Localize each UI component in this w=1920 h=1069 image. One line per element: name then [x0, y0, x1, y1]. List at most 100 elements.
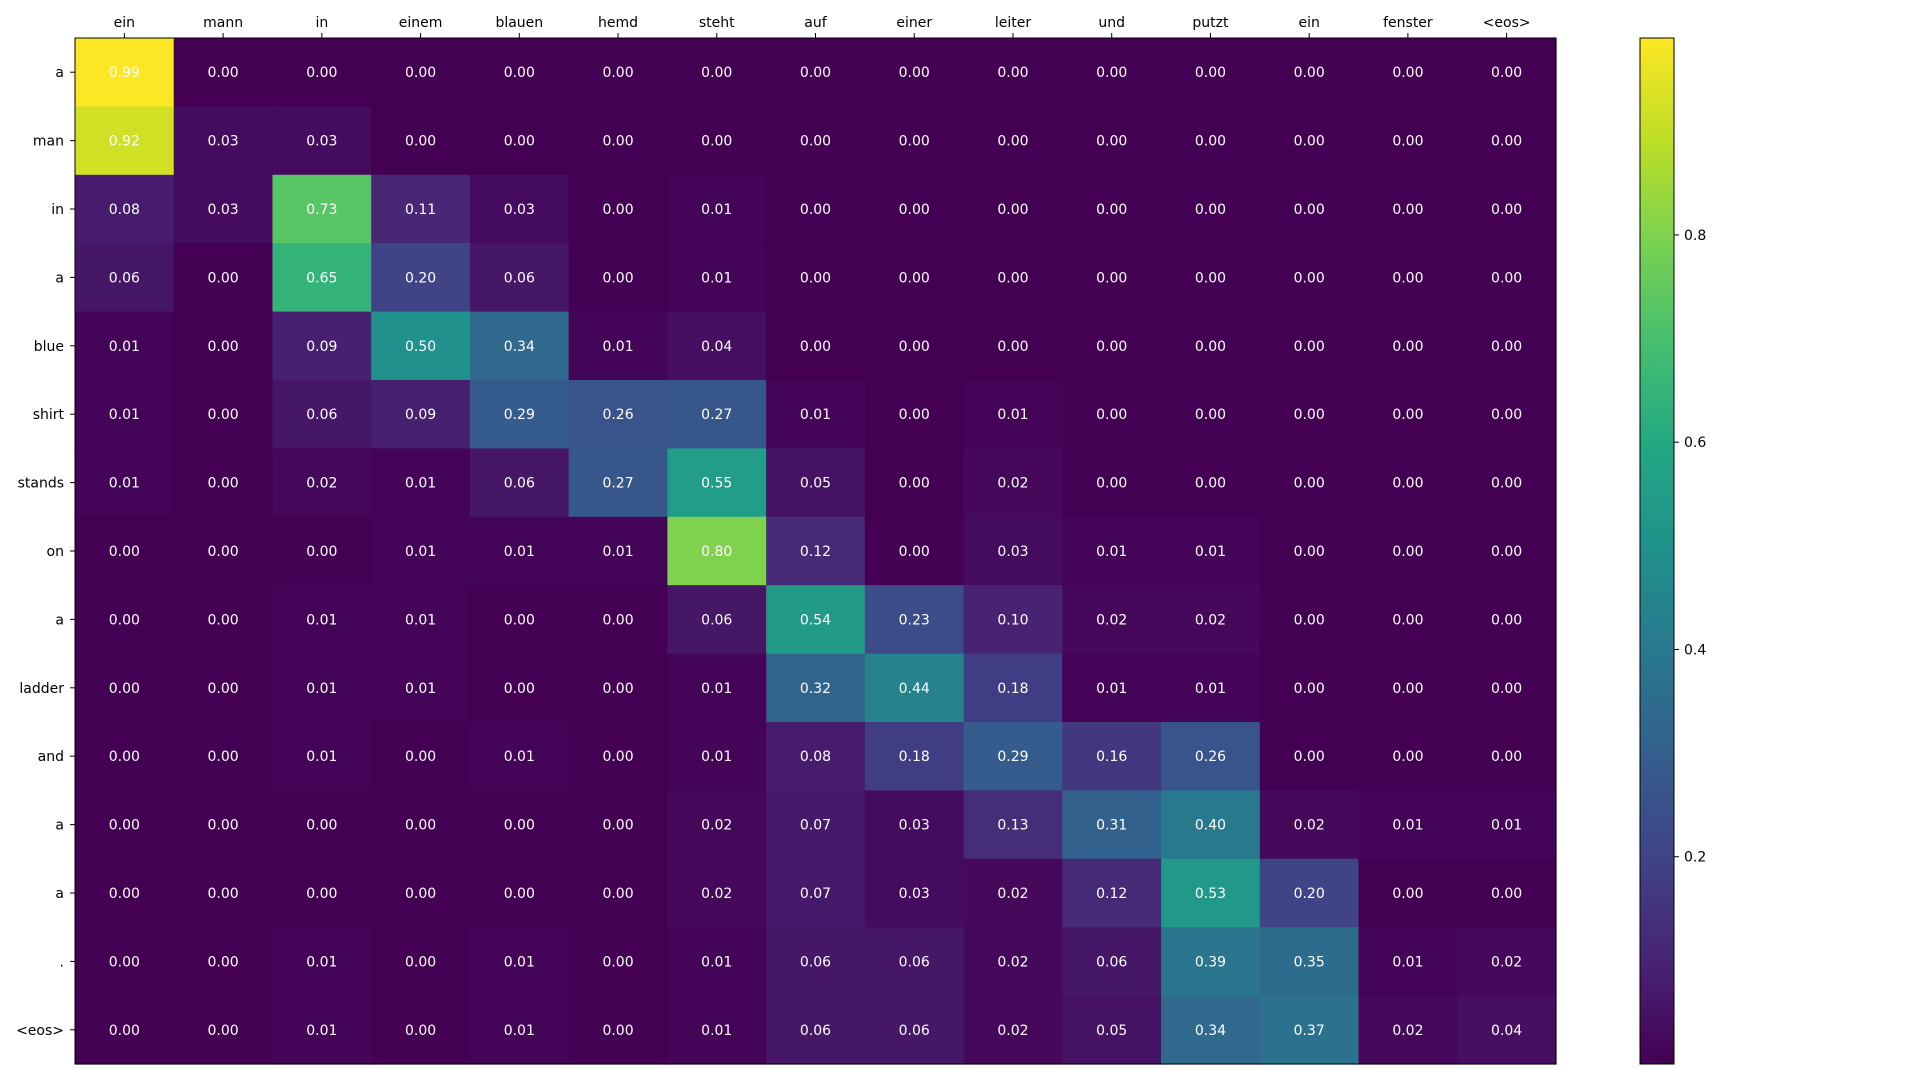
heatmap-cell [568, 722, 668, 791]
heatmap-cell [371, 858, 471, 928]
y-tick-label: a [55, 270, 64, 286]
heatmap-cell [963, 995, 1063, 1065]
x-tick-label: einem [399, 15, 443, 31]
heatmap-cell [568, 790, 668, 860]
heatmap-cell [864, 995, 965, 1065]
cell-value-label: 0.03 [504, 202, 535, 218]
cell-value-label: 0.00 [1491, 886, 1522, 902]
heatmap-cell [469, 38, 570, 107]
heatmap-cell [864, 243, 965, 313]
cell-value-label: 0.06 [504, 270, 535, 286]
heatmap-cell [371, 106, 471, 176]
x-tick-label: hemd [598, 15, 638, 31]
heatmap-cell [1062, 722, 1162, 791]
cell-value-label: 0.00 [405, 1023, 436, 1039]
cell-value-label: 0.00 [1392, 886, 1423, 902]
cell-value-label: 0.01 [1195, 681, 1226, 697]
heatmap-cell [173, 311, 274, 381]
heatmap-cell [1457, 174, 1557, 244]
cell-value-label: 0.00 [405, 954, 436, 970]
heatmap-cell [568, 927, 668, 997]
heatmap-cell [1062, 380, 1162, 449]
cell-value-label: 0.00 [899, 270, 930, 286]
y-tick-label: stands [18, 476, 64, 492]
heatmap-cell [1358, 995, 1458, 1065]
y-tick-label: . [60, 954, 64, 970]
cell-value-label: 0.00 [1491, 339, 1522, 355]
cell-value-label: 0.00 [1392, 407, 1423, 423]
heatmap-cell [1259, 722, 1360, 791]
heatmap-cell [272, 995, 372, 1065]
cell-value-label: 0.00 [1392, 612, 1423, 628]
cell-value-label: 0.01 [997, 407, 1028, 423]
heatmap-cell [1457, 653, 1557, 723]
heatmap-cell [766, 722, 866, 791]
heatmap-cell [1161, 516, 1261, 586]
cell-value-label: 0.44 [899, 681, 930, 697]
heatmap-cell [1457, 927, 1557, 997]
cell-value-label: 0.00 [504, 134, 535, 150]
heatmap-cell [1062, 448, 1162, 518]
cell-value-label: 0.00 [1294, 65, 1325, 81]
cell-value-label: 0.35 [1294, 954, 1325, 970]
cell-value-label: 0.99 [109, 65, 140, 81]
heatmap-cell [766, 448, 866, 518]
cell-value-label: 0.08 [800, 749, 831, 765]
y-tick-label: and [38, 749, 64, 765]
heatmap-cell [469, 722, 570, 791]
heatmap-cell [173, 858, 274, 928]
cell-value-label: 0.00 [1392, 476, 1423, 492]
heatmap-cell [1259, 38, 1360, 107]
heatmap-cell [1161, 995, 1261, 1065]
heatmap-cell [1062, 106, 1162, 176]
heatmap-cell [371, 722, 471, 791]
cell-value-label: 0.03 [899, 818, 930, 834]
heatmap-cell [568, 448, 668, 518]
heatmap-cell [1457, 380, 1557, 449]
heatmap-cell [469, 106, 570, 176]
cell-value-label: 0.00 [602, 818, 633, 834]
cell-value-label: 0.02 [997, 886, 1028, 902]
heatmap-cell [1358, 243, 1458, 313]
heatmap-cell [667, 38, 767, 107]
y-axis-ticks: a man in a blue shirt stands on a ladder and a a. <eo… [16, 65, 75, 1039]
cell-value-label: 0.02 [1491, 954, 1522, 970]
heatmap-cell [1358, 516, 1458, 586]
heatmap-cell [864, 311, 965, 381]
heatmap-cell [1062, 38, 1162, 107]
heatmap-cell [568, 516, 668, 586]
heatmap-cell [1161, 927, 1261, 997]
cell-value-label: 0.01 [701, 749, 732, 765]
heatmap-cell [469, 653, 570, 723]
cell-value-label: 0.00 [1294, 612, 1325, 628]
heatmap-cell [1062, 516, 1162, 586]
cell-value-label: 0.00 [997, 134, 1028, 150]
cell-value-label: 0.01 [701, 202, 732, 218]
cell-value-label: 0.00 [1294, 134, 1325, 150]
cell-value-label: 0.00 [899, 407, 930, 423]
cell-value-label: 0.55 [701, 476, 732, 492]
colorbar-ticks: 0.2 0.4 0.6 0.8 [1674, 228, 1706, 866]
cell-value-label: 0.01 [602, 544, 633, 560]
heatmap-cell [1062, 653, 1162, 723]
heatmap-cell [173, 38, 274, 107]
colorbar-gradient [1640, 38, 1674, 1064]
cell-value-label: 0.00 [1096, 407, 1127, 423]
heatmap-cell [667, 106, 767, 176]
heatmap-cell [963, 858, 1063, 928]
cell-value-label: 0.00 [602, 270, 633, 286]
cell-value-label: 0.05 [800, 476, 831, 492]
cell-value-label: 0.00 [1195, 476, 1226, 492]
x-tick-label: steht [699, 15, 735, 31]
cell-value-label: 0.26 [1195, 749, 1226, 765]
heatmap-cell [963, 38, 1063, 107]
cell-value-label: 0.01 [701, 270, 732, 286]
heatmap-cell [1161, 243, 1261, 313]
heatmap-cell [1161, 858, 1261, 928]
heatmap-cell [1457, 516, 1557, 586]
cell-value-label: 0.01 [504, 544, 535, 560]
heatmap-cell [667, 722, 767, 791]
heatmap-cell [766, 995, 866, 1065]
heatmap-cell [1358, 38, 1458, 107]
cell-value-label: 0.02 [997, 954, 1028, 970]
